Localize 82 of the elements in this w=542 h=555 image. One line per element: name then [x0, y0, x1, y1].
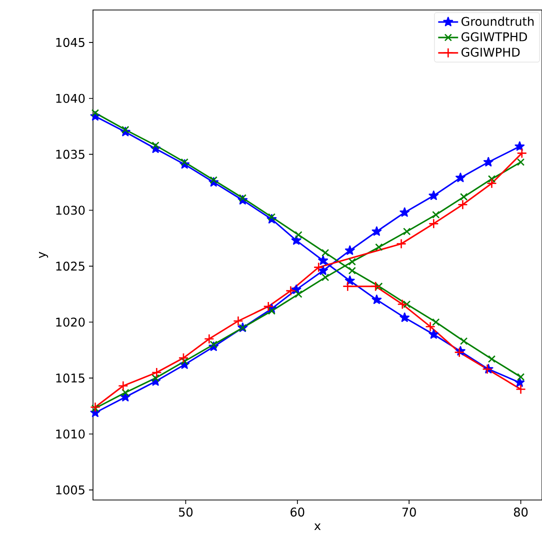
point [268, 307, 276, 315]
y-tick-label: 1045 [56, 38, 84, 47]
point [372, 294, 382, 304]
point [456, 172, 466, 182]
point [460, 192, 468, 201]
point [428, 218, 439, 229]
point [372, 226, 382, 236]
point [178, 352, 189, 364]
point [344, 245, 355, 255]
point [516, 158, 525, 166]
point [425, 321, 436, 332]
point [428, 329, 439, 339]
y-tick-label: 1025 [56, 262, 84, 271]
point [428, 190, 439, 200]
point [238, 194, 246, 202]
point [516, 148, 528, 158]
legend-label: GGIWPHD [462, 48, 520, 57]
point [344, 276, 355, 286]
point [432, 210, 440, 219]
point [318, 266, 328, 275]
point [400, 312, 410, 322]
x-tick-label: 60 [290, 508, 304, 517]
point [483, 156, 494, 166]
point [400, 207, 410, 217]
point [318, 255, 328, 265]
point [348, 258, 356, 266]
point [514, 141, 525, 151]
y-tick-label: 1030 [56, 206, 85, 215]
point [268, 213, 276, 221]
point [210, 340, 218, 348]
y-tick-label: 1040 [56, 94, 85, 103]
x-axis-title: x [314, 523, 321, 530]
point [397, 299, 408, 310]
x-tick-label: 80 [514, 508, 528, 517]
y-axis-title: y [39, 252, 48, 258]
y-tick-label: 1005 [56, 485, 84, 494]
legend-label: GGIWTPHD [462, 32, 527, 42]
point [152, 374, 160, 382]
y-tick-label: 1020 [56, 318, 85, 327]
point [403, 300, 411, 308]
point [291, 235, 302, 245]
point [118, 380, 128, 392]
point [210, 176, 218, 184]
point [348, 266, 356, 274]
y-tick-label: 1035 [56, 150, 84, 159]
point [375, 282, 383, 290]
point [233, 316, 244, 326]
point [516, 373, 525, 381]
point [321, 274, 330, 282]
point [294, 290, 302, 298]
point [294, 231, 302, 239]
point [204, 334, 214, 344]
point [458, 200, 468, 210]
x-tick-label: 50 [178, 508, 193, 517]
point [286, 286, 296, 296]
point [122, 388, 130, 396]
point [90, 402, 100, 412]
point [91, 109, 100, 117]
point [342, 281, 353, 292]
point [375, 243, 383, 251]
point [403, 228, 411, 236]
point [152, 142, 160, 150]
point [488, 175, 496, 183]
point [396, 238, 406, 249]
y-tick-label: 1010 [56, 429, 85, 439]
point [321, 248, 330, 257]
point [514, 377, 525, 387]
y-tick-label: 1015 [56, 374, 84, 383]
point [432, 318, 440, 326]
point [488, 355, 496, 363]
point [486, 178, 497, 189]
point [370, 281, 381, 292]
legend-label: Groundtruth [462, 16, 534, 26]
point [460, 337, 468, 345]
point [516, 384, 526, 394]
point [313, 262, 324, 272]
point [152, 367, 162, 378]
x-tick-label: 70 [402, 508, 416, 517]
point [122, 126, 130, 134]
point [180, 357, 188, 366]
point [263, 301, 274, 312]
point [180, 158, 188, 166]
